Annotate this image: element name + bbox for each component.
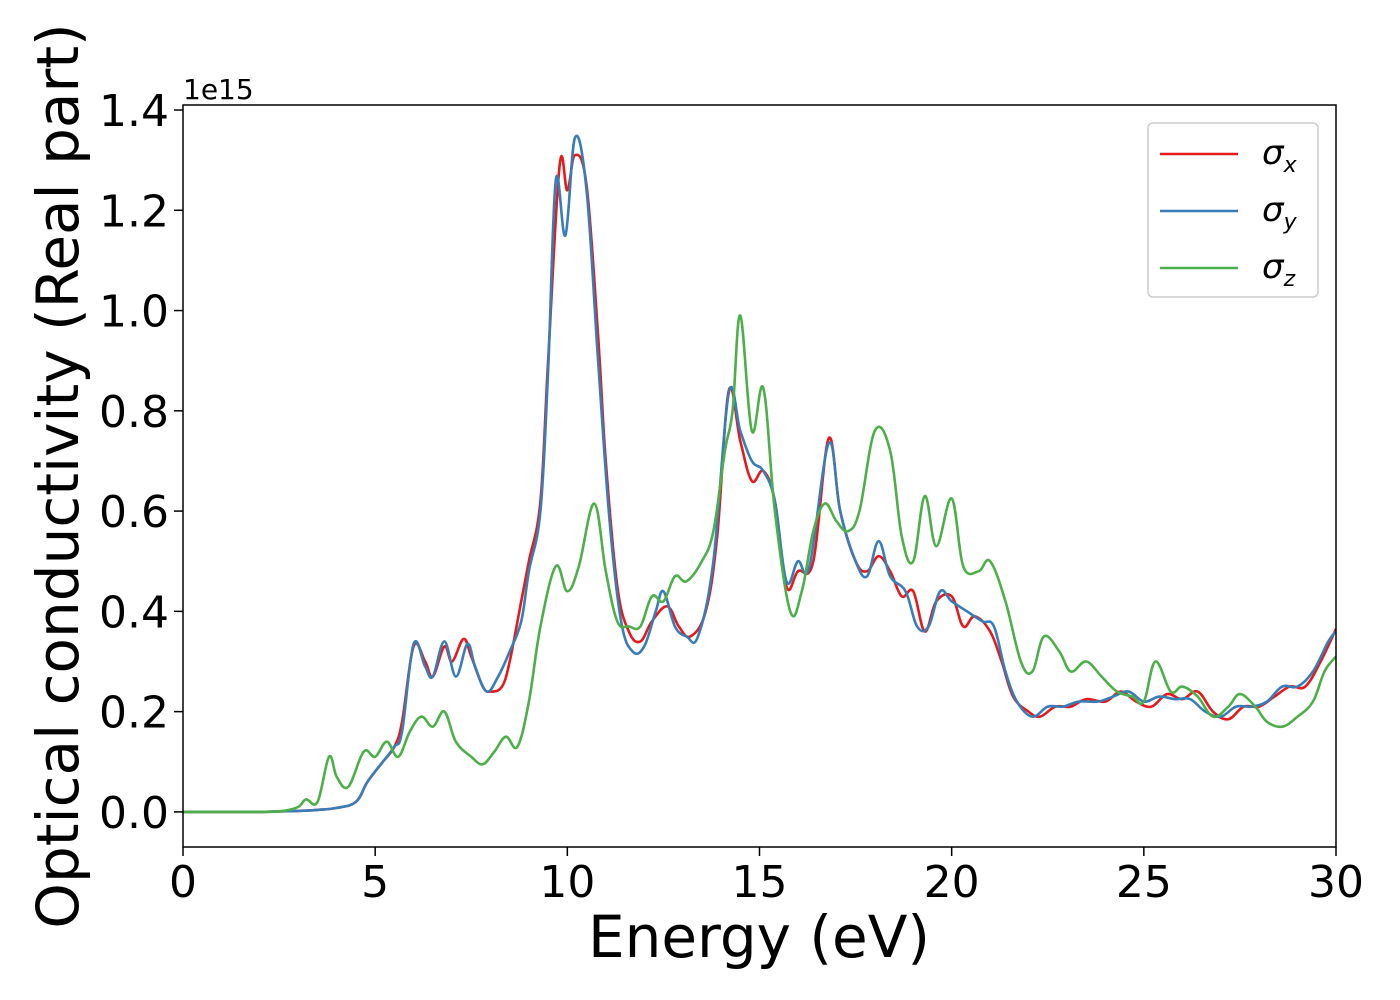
legend-label-z: σz <box>1262 247 1296 292</box>
y-tick-label: 0.4 <box>99 587 169 638</box>
y-tick-label: 0.8 <box>99 387 169 438</box>
y-axis: 0.0 0.2 0.4 0.6 0.8 1.0 1.2 1.4 <box>99 86 183 839</box>
x-tick-label: 20 <box>924 857 980 908</box>
x-axis-title: Energy (eV) <box>588 903 930 971</box>
x-tick-label: 25 <box>1116 857 1172 908</box>
y-offset-label: 1e15 <box>183 73 254 106</box>
y-axis-title: Optical conductivity (Real part) <box>24 23 92 928</box>
y-tick-label: 1.2 <box>99 186 169 237</box>
series-line-y <box>183 134 1336 814</box>
x-tick-label: 15 <box>732 857 788 908</box>
legend-label-x: σx <box>1262 133 1298 178</box>
y-tick-label: 0.6 <box>99 487 169 538</box>
x-tick-label: 0 <box>169 857 197 908</box>
x-tick-label: 30 <box>1308 857 1364 908</box>
y-tick-label: 0.2 <box>99 688 169 739</box>
x-tick-label: 5 <box>361 857 389 908</box>
series-layer <box>183 134 1336 814</box>
x-tick-label: 10 <box>539 857 595 908</box>
y-tick-label: 0.0 <box>99 788 169 839</box>
y-tick-label: 1.4 <box>99 86 169 137</box>
x-axis: 0 5 10 15 20 25 30 <box>169 847 1364 908</box>
series-line-z <box>183 314 1336 814</box>
legend: σx σy σz <box>1147 122 1319 298</box>
legend-label-y: σy <box>1262 190 1298 235</box>
y-tick-label: 1.0 <box>99 287 169 338</box>
